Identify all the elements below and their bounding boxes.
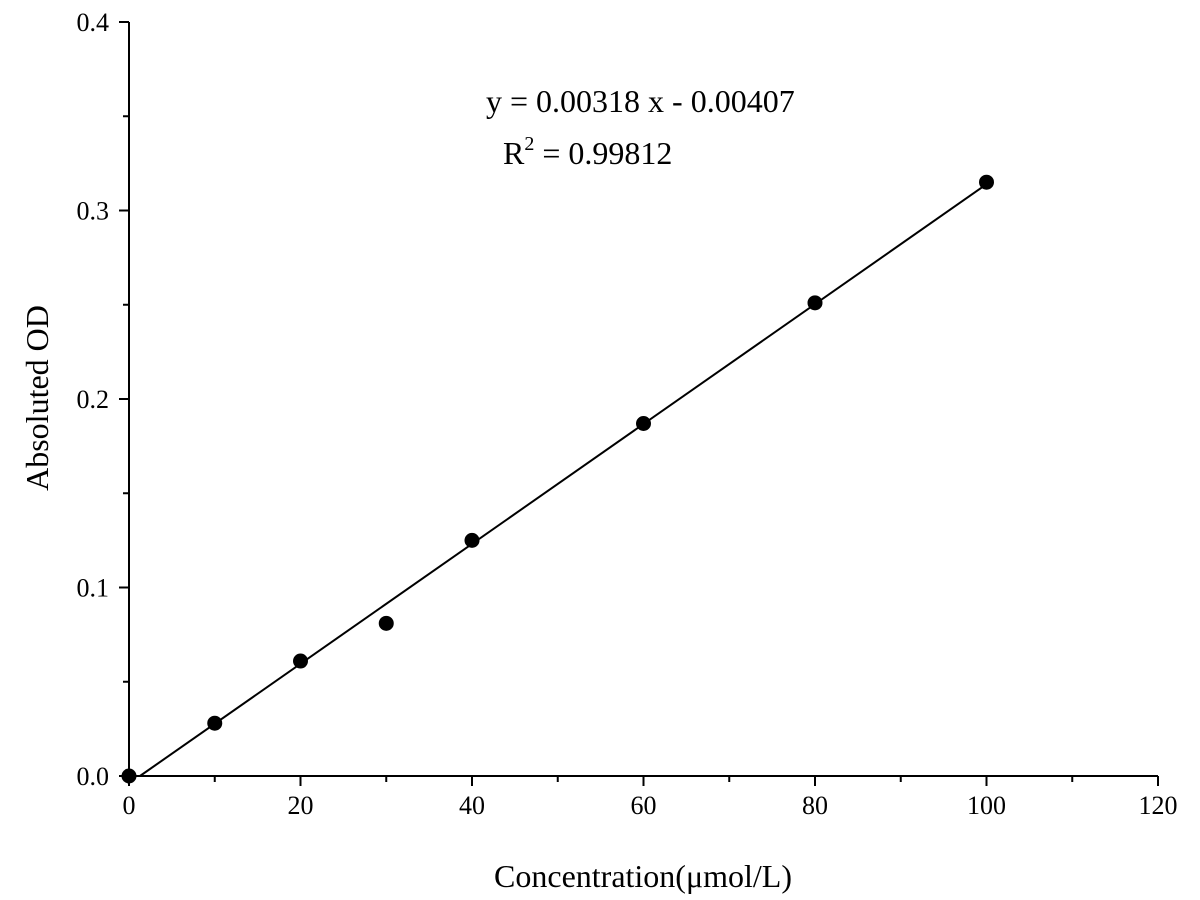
y-tick-label: 0.0 [77, 762, 110, 791]
r-squared-value: = 0.99812 [534, 135, 672, 171]
data-point [636, 416, 651, 432]
x-axis-title: Concentration(μmol/L) [494, 858, 792, 894]
y-tick-label: 0.4 [77, 8, 110, 37]
x-tick-label: 80 [802, 791, 828, 820]
linear-fit-line [139, 183, 988, 777]
x-tick-label: 0 [123, 791, 136, 820]
data-point [464, 532, 480, 548]
data-point [807, 295, 823, 311]
y-axis-title: Absoluted OD [19, 305, 55, 491]
data-point [378, 615, 394, 631]
r-squared-symbol: R [503, 135, 525, 171]
data-points [121, 174, 994, 784]
data-point [293, 653, 308, 669]
data-point [979, 174, 994, 190]
axis-ticks [119, 21, 1159, 786]
data-point [121, 768, 137, 784]
tick-labels: 0 20 40 60 80 100 120 0.0 0.1 0.2 0.3 0.4 [77, 8, 1178, 820]
x-tick-label: 120 [1139, 791, 1178, 820]
x-tick-label: 40 [459, 791, 485, 820]
y-tick-label: 0.3 [77, 197, 110, 226]
y-tick-label: 0.1 [77, 574, 110, 603]
x-tick-label: 60 [631, 791, 657, 820]
y-tick-label: 0.2 [77, 385, 110, 414]
r-squared-exponent: 2 [524, 133, 534, 155]
fit-equation-label: y = 0.00318 x - 0.00407 [486, 83, 795, 119]
x-tick-label: 100 [967, 791, 1006, 820]
x-tick-label: 20 [288, 791, 314, 820]
r-squared-label: R2 = 0.99812 [503, 133, 672, 171]
data-point [207, 715, 223, 731]
